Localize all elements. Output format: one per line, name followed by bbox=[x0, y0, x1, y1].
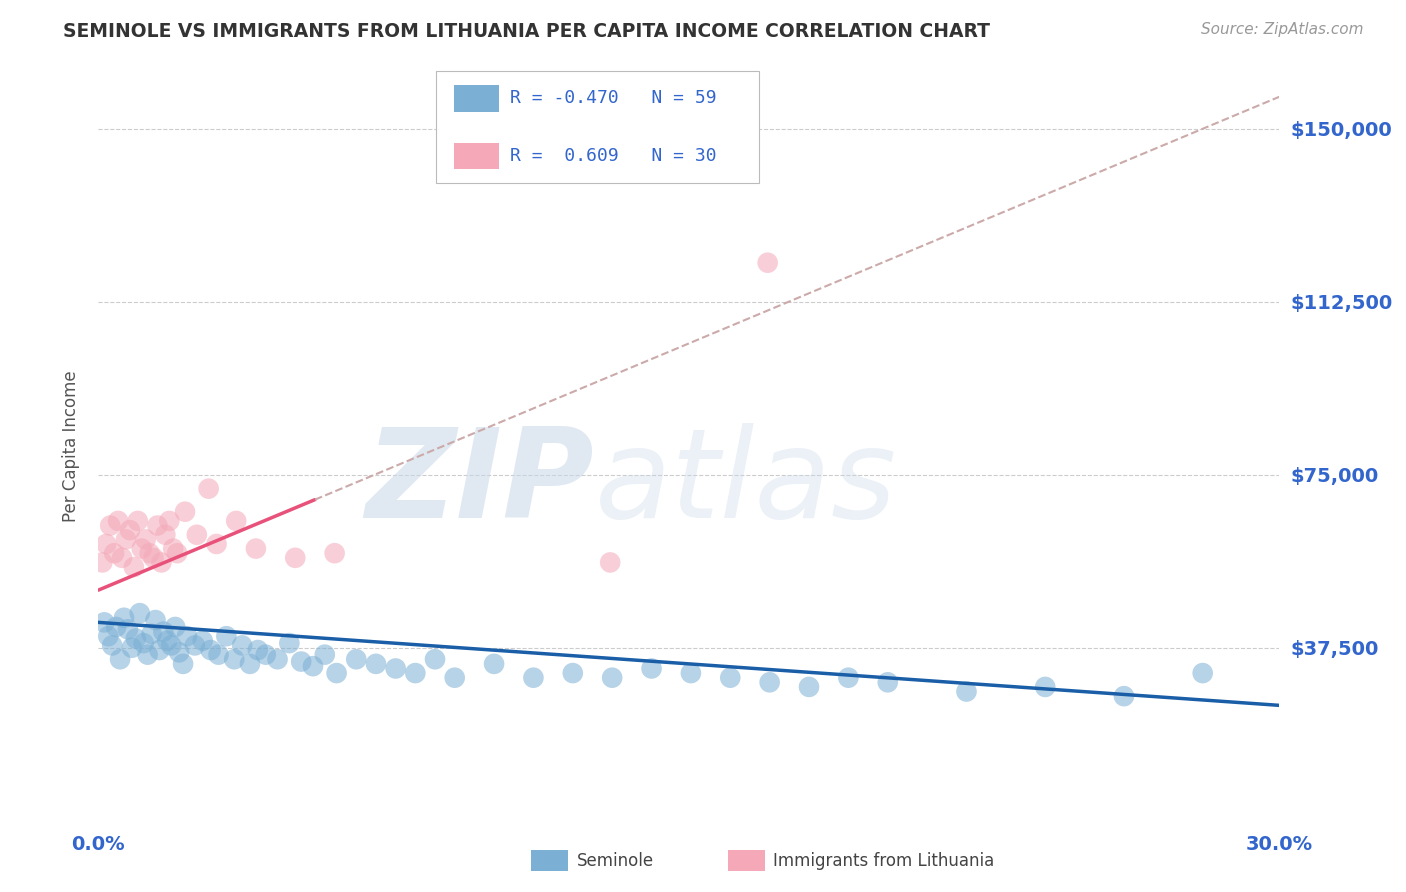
Point bbox=[266, 652, 288, 666]
Point bbox=[148, 643, 170, 657]
Point bbox=[1033, 680, 1056, 694]
Point bbox=[364, 657, 387, 671]
Point bbox=[146, 518, 169, 533]
Point bbox=[125, 632, 148, 646]
Point bbox=[150, 556, 173, 570]
Point bbox=[160, 639, 183, 653]
Point bbox=[132, 636, 155, 650]
Point bbox=[127, 514, 149, 528]
Point bbox=[135, 533, 157, 547]
Point bbox=[122, 560, 145, 574]
Point bbox=[278, 636, 301, 650]
Text: Source: ZipAtlas.com: Source: ZipAtlas.com bbox=[1201, 22, 1364, 37]
Point bbox=[245, 541, 267, 556]
Point bbox=[302, 659, 325, 673]
Point bbox=[599, 556, 621, 570]
Point bbox=[225, 514, 247, 528]
Text: R = -0.470   N = 59: R = -0.470 N = 59 bbox=[510, 89, 717, 107]
Point bbox=[155, 528, 177, 542]
Point bbox=[186, 528, 208, 542]
Point bbox=[197, 482, 219, 496]
Point bbox=[162, 541, 184, 556]
Point bbox=[112, 611, 135, 625]
Text: SEMINOLE VS IMMIGRANTS FROM LITHUANIA PER CAPITA INCOME CORRELATION CHART: SEMINOLE VS IMMIGRANTS FROM LITHUANIA PE… bbox=[63, 22, 990, 41]
Point bbox=[98, 518, 121, 533]
Point bbox=[128, 606, 150, 620]
Point bbox=[172, 657, 194, 671]
Text: Seminole: Seminole bbox=[576, 852, 654, 870]
Point bbox=[718, 671, 741, 685]
Point bbox=[756, 256, 779, 270]
Point bbox=[561, 666, 583, 681]
Point bbox=[108, 652, 131, 666]
Point bbox=[325, 666, 347, 681]
Point bbox=[200, 643, 222, 657]
Point bbox=[246, 643, 269, 657]
Point bbox=[224, 652, 246, 666]
Point bbox=[107, 514, 129, 528]
Point bbox=[121, 640, 143, 655]
Point bbox=[156, 633, 179, 648]
Point bbox=[231, 639, 253, 653]
Point bbox=[138, 546, 160, 560]
Y-axis label: Per Capita Income: Per Capita Income bbox=[62, 370, 80, 522]
Point bbox=[96, 537, 118, 551]
Point bbox=[290, 655, 312, 669]
Point bbox=[166, 546, 188, 560]
Point bbox=[191, 633, 214, 648]
Point bbox=[254, 648, 277, 662]
Point bbox=[152, 624, 174, 639]
Point bbox=[679, 666, 702, 681]
Point bbox=[105, 620, 128, 634]
Point bbox=[174, 505, 197, 519]
Point bbox=[165, 620, 187, 634]
Point bbox=[837, 671, 859, 685]
Point bbox=[111, 550, 134, 565]
Point bbox=[97, 629, 120, 643]
Point bbox=[141, 627, 163, 641]
Point bbox=[640, 661, 662, 675]
Text: Immigrants from Lithuania: Immigrants from Lithuania bbox=[773, 852, 994, 870]
Point bbox=[314, 648, 336, 662]
Point bbox=[184, 639, 207, 653]
Point bbox=[423, 652, 446, 666]
Point bbox=[118, 523, 141, 537]
Point bbox=[215, 629, 238, 643]
Point bbox=[176, 629, 198, 643]
Point bbox=[955, 684, 977, 698]
Point bbox=[600, 671, 623, 685]
Point bbox=[157, 514, 180, 528]
Text: R =  0.609   N = 30: R = 0.609 N = 30 bbox=[510, 147, 717, 165]
Point bbox=[115, 533, 138, 547]
Point bbox=[103, 546, 125, 560]
Point bbox=[136, 648, 159, 662]
Point bbox=[239, 657, 262, 671]
Point bbox=[482, 657, 505, 671]
Point bbox=[443, 671, 465, 685]
Point bbox=[93, 615, 115, 630]
Point bbox=[167, 645, 190, 659]
Point bbox=[91, 556, 114, 570]
Point bbox=[344, 652, 367, 666]
Point bbox=[876, 675, 898, 690]
Point bbox=[758, 675, 780, 690]
Point bbox=[101, 639, 124, 653]
Point bbox=[797, 680, 820, 694]
Point bbox=[522, 671, 544, 685]
Point bbox=[404, 666, 426, 681]
Point bbox=[117, 622, 139, 636]
Point bbox=[1191, 666, 1213, 681]
Point bbox=[205, 537, 228, 551]
Point bbox=[145, 613, 167, 627]
Point bbox=[1112, 689, 1135, 703]
Point bbox=[284, 550, 307, 565]
Point bbox=[207, 648, 229, 662]
Point bbox=[131, 541, 153, 556]
Point bbox=[142, 550, 165, 565]
Text: ZIP: ZIP bbox=[366, 423, 595, 544]
Point bbox=[384, 661, 406, 675]
Point bbox=[323, 546, 346, 560]
Text: atlas: atlas bbox=[595, 423, 897, 544]
